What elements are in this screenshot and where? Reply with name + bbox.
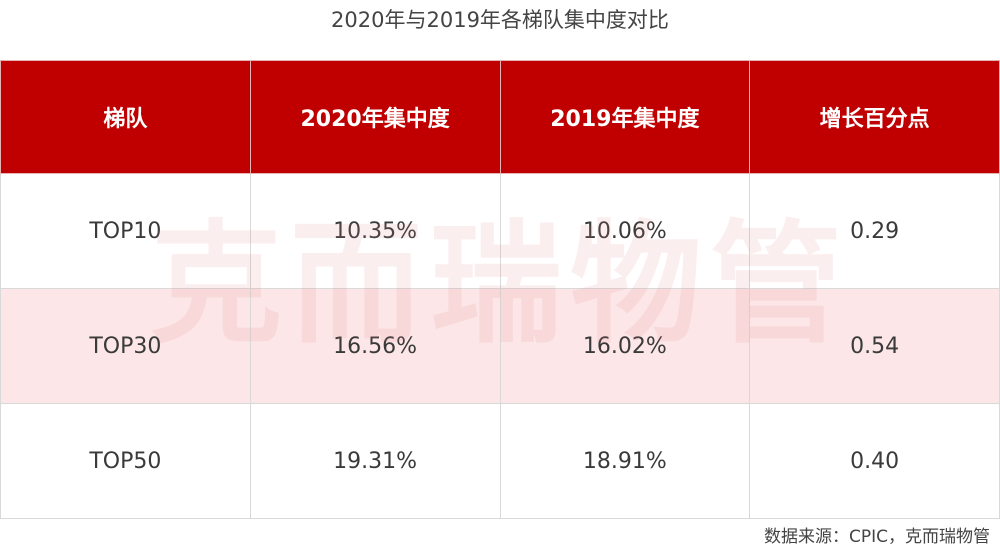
table-cell: TOP30 [0,288,251,404]
header-cell: 2020年集中度 [249,60,501,174]
table-cell: 16.02% [499,288,751,404]
table-row: TOP10 10.35% 10.06% 0.29 [0,173,1000,289]
table-cell: 0.54 [749,288,1000,404]
table: 梯队 2020年集中度 2019年集中度 增长百分点 TOP10 10.35% 10… [0,60,1000,519]
table-row: TOP50 19.31% 18.91% 0.40 [0,403,1000,519]
table-cell: 19.31% [249,403,501,519]
table-cell: 0.40 [749,403,1000,519]
header-cell: 2019年集中度 [499,60,751,174]
table-body: TOP10 10.35% 10.06% 0.29 TOP30 16.56% 16.02% 0.… [0,173,1000,519]
table-cell: 10.06% [499,173,751,289]
header-row: 梯队 2020年集中度 2019年集中度 增长百分点 [0,60,1000,174]
table-row: TOP30 16.56% 16.02% 0.54 [0,288,1000,404]
table-cell: TOP10 [0,173,251,289]
table-cell: 10.35% [249,173,501,289]
table-cell: 18.91% [499,403,751,519]
table-cell: 0.29 [749,173,1000,289]
table-cell: TOP50 [0,403,251,519]
table-cell: 16.56% [249,288,501,404]
header-cell: 增长百分点 [749,60,1000,174]
header-cell: 梯队 [0,60,251,174]
source-note: 数据来源：CPIC，克而瑞物管 [763,527,990,547]
title: 2020年与2019年各梯队集中度对比 [331,8,669,32]
